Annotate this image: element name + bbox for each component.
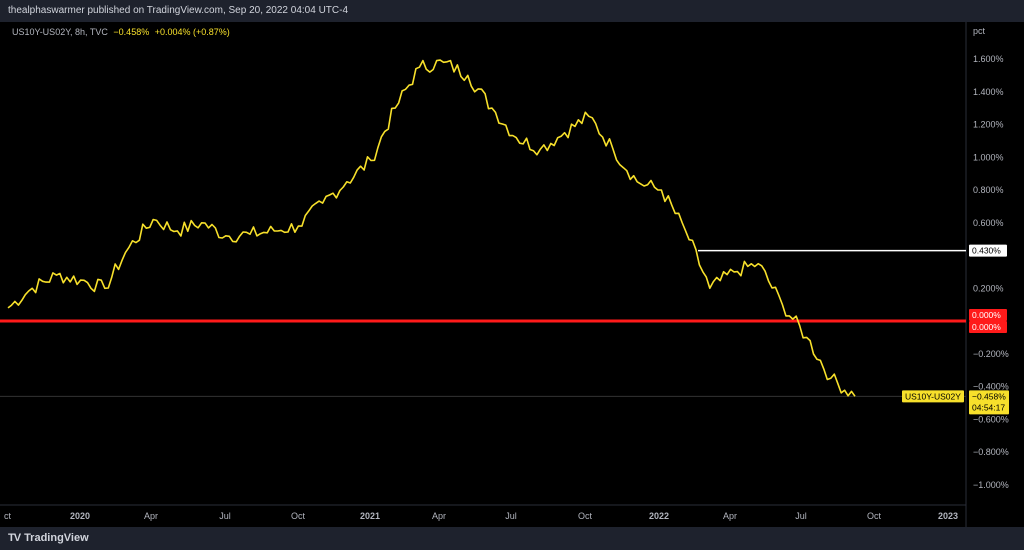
bottom-bar: TV TradingView xyxy=(0,527,1024,550)
x-tick-label: Oct xyxy=(578,511,593,521)
legend-change: +0.004% (+0.87%) xyxy=(154,27,230,37)
x-tick-label: 2021 xyxy=(360,511,380,521)
x-tick-label: Apr xyxy=(723,511,737,521)
x-tick-label: Apr xyxy=(144,511,158,521)
symbol-tag: US10Y-US02Y xyxy=(905,391,961,401)
chart-legend[interactable]: US10Y-US02Y, 8h, TVC −0.458% +0.004% (+0… xyxy=(12,27,230,37)
legend-symbol: US10Y-US02Y, 8h, TVC xyxy=(12,27,108,37)
y-tick-label: −0.800% xyxy=(973,447,1009,457)
x-tick-label: Oct xyxy=(291,511,306,521)
price-tag-bg xyxy=(969,390,1009,415)
y-tick-label: 1.600% xyxy=(973,54,1004,64)
countdown-tag: 04:54:17 xyxy=(972,402,1005,412)
y-tick-label: 0.600% xyxy=(973,218,1004,228)
x-tick-label: 2020 xyxy=(70,511,90,521)
y-tick-label: −1.000% xyxy=(973,480,1009,490)
y-tick-label: −0.600% xyxy=(973,414,1009,424)
tradingview-brand[interactable]: TV TradingView xyxy=(8,532,89,544)
published-by-text: thealphaswarmer published on TradingView… xyxy=(8,5,349,16)
label-zero-a-bg xyxy=(969,309,1007,321)
y-tick-label: −0.400% xyxy=(973,382,1009,392)
y-tick-label: 1.000% xyxy=(973,152,1004,162)
label-zero-a: 0.000% xyxy=(972,310,1001,320)
label-0430: 0.430% xyxy=(972,246,1001,256)
x-tick-label: Apr xyxy=(432,511,446,521)
x-tick-label: Jul xyxy=(795,511,807,521)
x-tick-label: ct xyxy=(4,511,12,521)
x-tick-label: Jul xyxy=(505,511,517,521)
top-bar: thealphaswarmer published on TradingView… xyxy=(0,0,1024,22)
chart-area[interactable] xyxy=(0,22,1024,527)
y-tick-label: 1.400% xyxy=(973,87,1004,97)
x-tick-label: Oct xyxy=(867,511,882,521)
price-axis-unit: pct xyxy=(973,26,986,36)
x-tick-label: 2023 xyxy=(938,511,958,521)
tradingview-logo-icon: TV xyxy=(8,532,21,544)
x-tick-label: 2022 xyxy=(649,511,669,521)
brand-name: TradingView xyxy=(24,532,89,544)
legend-last-value: −0.458% xyxy=(113,27,150,37)
label-zero-b: 0.000% xyxy=(972,322,1001,332)
y-tick-label: −0.200% xyxy=(973,349,1009,359)
label-0430-bg xyxy=(969,244,1007,257)
label-zero-b-bg xyxy=(969,321,1007,333)
y-tick-label: 0.800% xyxy=(973,185,1004,195)
x-tick-label: Jul xyxy=(219,511,231,521)
series-line-us10y-us02y xyxy=(7,59,856,397)
y-tick-label: 1.200% xyxy=(973,120,1004,130)
y-tick-label: 0.200% xyxy=(973,283,1004,293)
symbol-tag-bg xyxy=(902,390,964,403)
chart-svg[interactable]: 1.600% 1.400% 1.200% 1.000% 0.800% 0.600% 0.20… xyxy=(0,22,1024,527)
price-tag: −0.458% xyxy=(972,391,1006,401)
